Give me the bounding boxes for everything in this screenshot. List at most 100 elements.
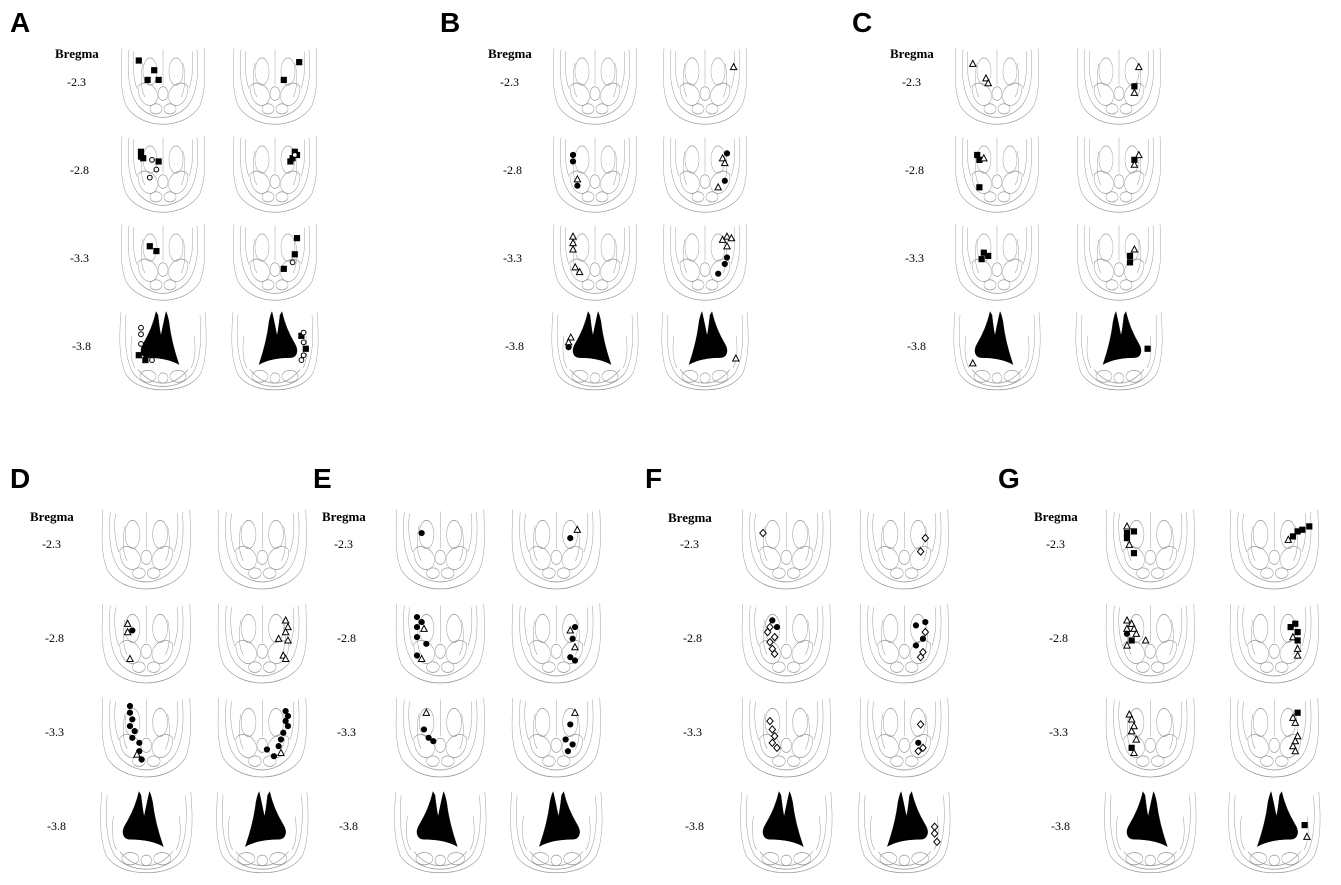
marker-group	[930, 822, 941, 847]
filled-circle-marker	[919, 635, 927, 642]
filled-circle-marker	[567, 654, 574, 661]
marker-group	[968, 358, 977, 367]
marker-group	[562, 708, 579, 755]
filled-square-marker	[153, 247, 160, 255]
filled-square-marker	[1128, 744, 1135, 751]
marker-group	[1301, 822, 1311, 840]
marker-group	[126, 702, 145, 763]
bregma-level-label: -3.8	[72, 339, 91, 353]
open-triangle-marker	[283, 635, 292, 644]
panel-b: B Bregma -2.3 -2.8 -3.3 -3.8	[440, 7, 748, 391]
filled-square-marker	[1130, 528, 1138, 535]
bregma-level-label: -2.3	[42, 537, 61, 551]
open-triangle-marker	[575, 267, 584, 276]
bregma-level-label: -3.3	[45, 725, 64, 739]
filled-circle-marker	[721, 177, 728, 184]
filled-circle-marker	[574, 182, 581, 189]
brain-section-right	[859, 697, 949, 778]
open-triangle-marker	[981, 73, 991, 82]
brain-section-left	[954, 47, 1040, 125]
marker-group	[280, 235, 301, 272]
filled-circle-marker	[280, 729, 287, 736]
open-diamond-marker	[914, 746, 923, 756]
open-triangle-marker	[422, 708, 431, 716]
bregma-label: Bregma	[890, 46, 934, 61]
open-diamond-marker	[770, 632, 779, 642]
filled-circle-marker	[413, 652, 421, 659]
brain-section-left	[741, 509, 831, 590]
open-diamond-marker	[766, 637, 774, 647]
panel-letter: A	[10, 7, 30, 38]
filled-circle-marker	[769, 617, 776, 624]
open-triangle-marker	[276, 748, 285, 756]
open-diamond-marker	[916, 547, 925, 556]
marker-group	[914, 720, 927, 756]
filled-square-marker	[1130, 550, 1138, 557]
open-diamond-marker	[768, 725, 777, 734]
brain-section-left	[101, 697, 191, 778]
open-triangle-marker	[419, 624, 429, 632]
marker-group	[1288, 709, 1302, 755]
brain-section-right	[1229, 792, 1321, 873]
panel-g: G Bregma -2.3 -2.8 -3.3 -3.8	[998, 463, 1321, 874]
brain-section-left	[552, 47, 638, 125]
filled-square-marker	[1292, 620, 1299, 627]
open-triangle-marker	[1291, 736, 1300, 745]
bregma-level-label: -2.8	[503, 163, 522, 177]
filled-circle-marker	[263, 746, 271, 753]
marker-group	[1144, 345, 1151, 352]
open-triangle-marker	[1291, 718, 1300, 726]
open-triangle-marker	[274, 634, 283, 642]
open-circle-marker	[153, 166, 160, 173]
open-diamond-marker	[768, 738, 777, 748]
marker-group	[418, 529, 425, 537]
brain-section-left	[1104, 791, 1197, 874]
marker-group	[298, 329, 309, 363]
open-triangle-marker	[1127, 714, 1136, 723]
open-circle-marker	[138, 341, 144, 347]
brain-section-right	[1076, 223, 1162, 301]
filled-square-marker	[1131, 83, 1138, 90]
bregma-level-label: -3.8	[505, 339, 524, 353]
filled-circle-marker	[129, 716, 136, 723]
open-triangle-marker	[570, 642, 579, 651]
open-triangle-marker	[123, 627, 132, 636]
filled-circle-marker	[126, 702, 134, 710]
marker-group	[287, 148, 301, 165]
open-triangle-marker	[281, 654, 290, 662]
brain-section-right	[217, 697, 307, 778]
open-triangle-marker	[1293, 644, 1302, 652]
marker-group	[714, 150, 731, 191]
brain-section-right	[1076, 135, 1162, 213]
open-circle-marker	[300, 329, 307, 336]
bregma-level-label: -3.8	[685, 819, 704, 833]
open-triangle-marker	[1127, 726, 1136, 735]
filled-square-marker	[978, 256, 985, 263]
marker-group	[274, 615, 292, 662]
bregma-level-label: -2.3	[500, 75, 519, 89]
brain-section-left	[120, 47, 206, 125]
bregma-level-label: -2.3	[1046, 537, 1065, 551]
brain-section-left	[120, 223, 206, 301]
marker-group	[1122, 521, 1138, 557]
open-diamond-marker	[770, 649, 779, 659]
brain-section-right	[662, 223, 748, 301]
brain-section-right	[511, 603, 601, 684]
open-circle-marker	[149, 357, 155, 363]
filled-square-marker	[151, 67, 158, 74]
brain-section-left	[954, 223, 1040, 301]
marker-group	[916, 533, 930, 556]
bregma-level-label: -3.8	[339, 819, 358, 833]
brain-section-left	[1105, 697, 1195, 778]
open-triangle-marker	[1127, 619, 1136, 627]
open-triangle-marker	[1293, 651, 1302, 659]
filled-circle-marker	[567, 534, 574, 542]
filled-circle-marker	[418, 529, 425, 537]
filled-circle-marker	[430, 738, 437, 745]
filled-circle-marker	[275, 743, 282, 750]
brain-section-left	[552, 223, 638, 301]
filled-circle-marker	[915, 739, 922, 746]
marker-group	[135, 57, 162, 84]
open-triangle-marker	[729, 62, 738, 71]
